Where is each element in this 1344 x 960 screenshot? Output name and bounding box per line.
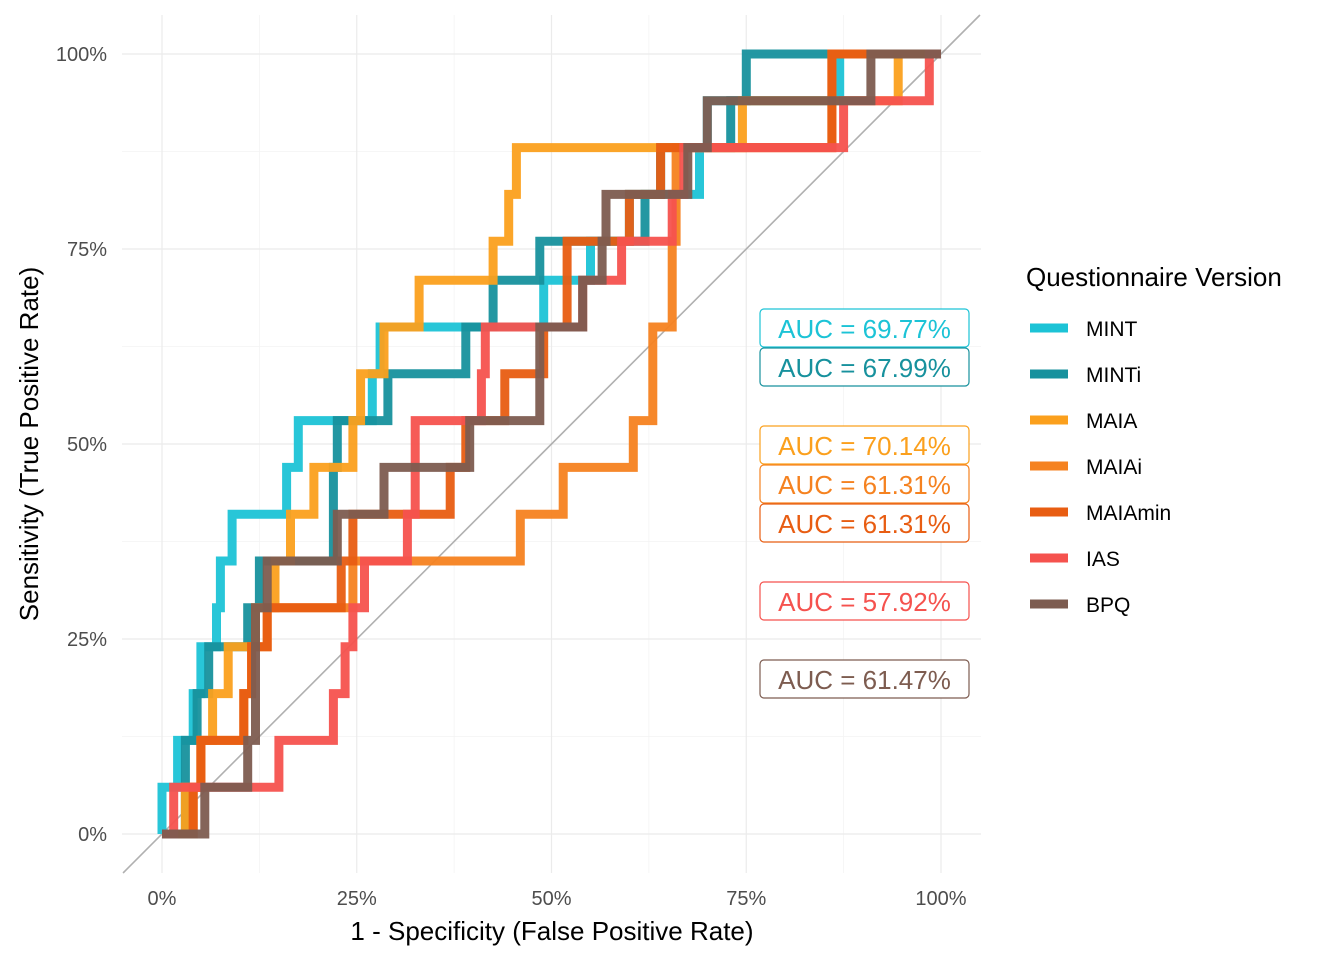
auc-label-maiamin: AUC = 61.31% [759, 503, 970, 543]
y-axis-title: Sensitivity (True Positive Rate) [14, 267, 44, 621]
auc-label-box [759, 347, 970, 387]
auc-label-text: AUC = 61.31% [778, 509, 951, 539]
auc-label-box [759, 425, 970, 465]
x-tick-label: 50% [531, 888, 571, 910]
auc-label-box [759, 659, 970, 699]
x-tick-label: 0% [148, 888, 177, 910]
legend: Questionnaire Version MINT MINTi MAIA MAIAi M… [1026, 262, 1282, 617]
y-tick-label: 75% [67, 239, 107, 261]
auc-label-text: AUC = 70.14% [778, 431, 951, 461]
auc-label-box [759, 581, 970, 621]
y-tick-label: 25% [67, 629, 107, 651]
legend-item-ias: IAS [1030, 548, 1120, 571]
legend-label: MAIAi [1086, 456, 1142, 479]
auc-label-text: AUC = 61.31% [778, 470, 951, 500]
legend-item-maia: MAIA [1030, 410, 1137, 433]
auc-label-bpq: AUC = 61.47% [759, 659, 970, 699]
auc-label-box [759, 464, 970, 504]
legend-label: BPQ [1086, 594, 1130, 617]
x-tick-label: 100% [915, 888, 966, 910]
y-tick-label: 50% [67, 434, 107, 456]
legend-label: MAIAmin [1086, 502, 1171, 525]
auc-label-text: AUC = 67.99% [778, 353, 951, 383]
legend-label: MINT [1086, 318, 1137, 341]
auc-label-box [759, 503, 970, 543]
roc-curve-maia [162, 49, 941, 839]
diagonal-line [122, 14, 981, 874]
y-tick-label: 100% [56, 44, 107, 66]
legend-item-maiamin: MAIAmin [1030, 502, 1171, 525]
legend-label: IAS [1086, 548, 1120, 571]
auc-label-mint: AUC = 69.77% [759, 308, 970, 348]
legend-label: MAIA [1086, 410, 1137, 433]
legend-item-mint: MINT [1030, 318, 1137, 341]
auc-label-minti: AUC = 67.99% [759, 347, 970, 387]
roc-curves [157, 49, 941, 839]
auc-label-text: AUC = 57.92% [778, 587, 951, 617]
legend-item-maiai: MAIAi [1030, 456, 1142, 479]
auc-label-text: AUC = 61.47% [778, 665, 951, 695]
legend-item-bpq: BPQ [1030, 594, 1130, 617]
legend-label: MINTi [1086, 364, 1141, 387]
x-axis-title: 1 - Specificity (False Positive Rate) [350, 916, 753, 946]
auc-label-maia: AUC = 70.14% [759, 425, 970, 465]
auc-label-text: AUC = 69.77% [778, 314, 951, 344]
auc-labels: AUC = 69.77% AUC = 67.99% AUC = 70.14% AUC … [759, 308, 970, 699]
y-tick-label: 0% [78, 824, 107, 846]
auc-label-ias: AUC = 57.92% [759, 581, 970, 621]
legend-item-minti: MINTi [1030, 364, 1141, 387]
roc-curve-bpq [162, 49, 941, 839]
x-tick-label: 25% [337, 888, 377, 910]
x-tick-label: 75% [726, 888, 766, 910]
auc-label-box [759, 308, 970, 348]
axis-ticks: 0% 25% 50% 75% 100% 0% 25% 50% 75% 100% [56, 44, 967, 910]
legend-title: Questionnaire Version [1026, 262, 1282, 292]
auc-label-maiai: AUC = 61.31% [759, 464, 970, 504]
reference-diagonal-line [122, 14, 981, 874]
